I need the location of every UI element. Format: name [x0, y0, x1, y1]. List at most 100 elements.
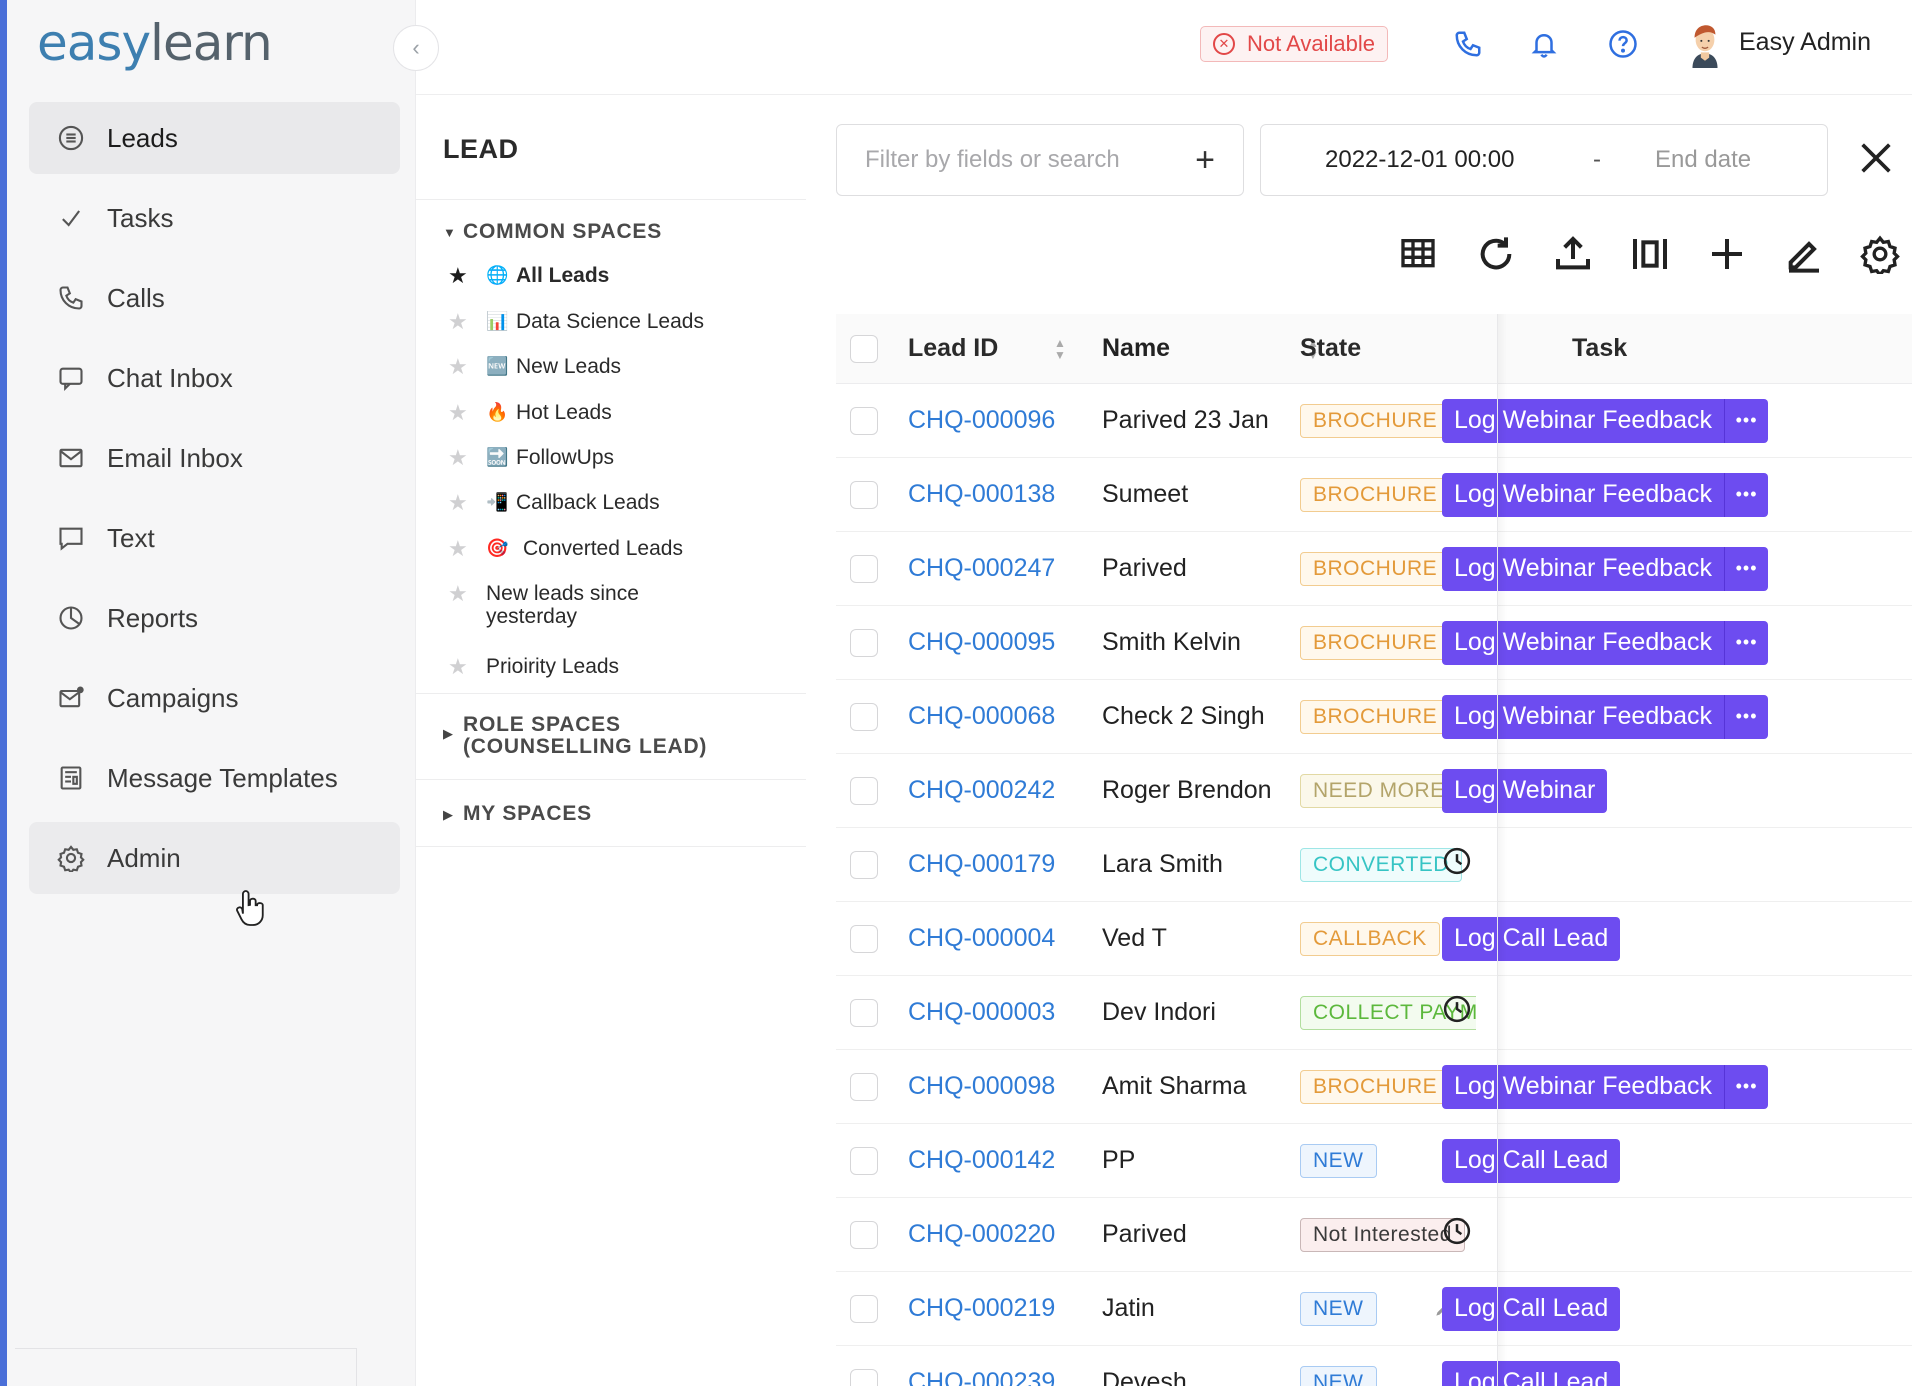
lead-id-link[interactable]: CHQ-000142	[908, 1146, 1056, 1174]
task-button[interactable]: Log Call Lead	[1442, 1360, 1621, 1386]
column-header-name[interactable]: Name	[1102, 334, 1171, 362]
task-button[interactable]: Log Webinar Feedback •••	[1442, 546, 1769, 591]
row-checkbox[interactable]	[850, 776, 878, 805]
row-checkbox[interactable]	[850, 1072, 878, 1101]
clock-icon[interactable]	[1442, 846, 1472, 876]
sidebar-item-tasks[interactable]: Tasks	[29, 182, 400, 254]
sidebar-item-email-inbox[interactable]: Email Inbox	[29, 422, 400, 494]
lead-id-link[interactable]: CHQ-000068	[908, 702, 1056, 730]
start-date[interactable]: 2022-12-01 00:00	[1325, 146, 1515, 173]
table-row[interactable]: CHQ-000179 Lara Smith CONVERTED	[836, 828, 1912, 902]
table-row[interactable]: CHQ-000239 Devesh NEW Log Call Lead	[836, 1346, 1912, 1386]
table-row[interactable]: CHQ-000220 Parived Not Interested	[836, 1198, 1912, 1272]
task-button[interactable]: Log Call Lead	[1442, 916, 1621, 961]
avatar[interactable]	[1684, 20, 1726, 68]
more-options-icon[interactable]: •••	[1724, 620, 1768, 665]
row-checkbox[interactable]	[850, 1368, 878, 1386]
task-button[interactable]: Log Webinar Feedback •••	[1442, 1064, 1769, 1109]
my-spaces-toggle[interactable]: ▶ MY SPACES	[443, 802, 592, 826]
add-icon[interactable]	[1707, 234, 1749, 276]
space-item-followups[interactable]: ★ 🔜 FollowUps	[448, 446, 614, 469]
lead-id-link[interactable]: CHQ-000239	[908, 1368, 1056, 1386]
role-spaces-toggle[interactable]: ▶ ROLE SPACES (COUNSELLING LEAD)	[443, 714, 707, 758]
space-item-all-leads[interactable]: ★ 🌐 All Leads	[448, 264, 609, 287]
clock-icon[interactable]	[1442, 994, 1472, 1024]
more-options-icon[interactable]: •••	[1724, 472, 1768, 517]
add-filter-icon[interactable]: +	[1195, 140, 1215, 179]
availability-status-button[interactable]: ✕ Not Available	[1200, 26, 1389, 62]
star-icon[interactable]: ★	[448, 490, 468, 515]
star-icon[interactable]: ★	[448, 354, 468, 379]
column-header-state[interactable]: State	[1300, 334, 1362, 362]
star-icon[interactable]: ★	[448, 400, 468, 425]
column-header-lead-id[interactable]: Lead ID	[908, 334, 999, 362]
settings-icon[interactable]	[1860, 234, 1902, 278]
row-checkbox[interactable]	[850, 998, 878, 1027]
end-date[interactable]: End date	[1655, 146, 1752, 173]
row-checkbox[interactable]	[850, 702, 878, 731]
sidebar-item-admin[interactable]: Admin	[29, 822, 400, 894]
row-checkbox[interactable]	[850, 1146, 878, 1175]
status-badge[interactable]: Not Interested	[1300, 1217, 1465, 1252]
star-icon[interactable]: ★	[448, 536, 468, 561]
lead-id-link[interactable]: CHQ-000003	[908, 998, 1056, 1026]
select-all-checkbox[interactable]	[850, 334, 878, 363]
sidebar-item-calls[interactable]: Calls	[29, 262, 400, 334]
lead-id-link[interactable]: CHQ-000138	[908, 480, 1056, 508]
status-badge[interactable]: NEW	[1300, 1365, 1377, 1386]
sidebar-item-campaigns[interactable]: Campaigns	[29, 662, 400, 734]
phone-icon[interactable]	[1450, 26, 1486, 62]
sidebar-item-reports[interactable]: Reports	[29, 582, 400, 654]
help-icon[interactable]	[1605, 26, 1641, 62]
star-icon[interactable]: ★	[448, 581, 468, 606]
star-icon[interactable]: ★	[448, 309, 468, 334]
clock-icon[interactable]	[1442, 1216, 1472, 1246]
row-checkbox[interactable]	[850, 628, 878, 657]
column-header-task[interactable]: Task	[1572, 334, 1628, 362]
space-item-hot-leads[interactable]: ★ 🔥 Hot Leads	[448, 401, 612, 424]
grid-icon[interactable]	[1398, 234, 1440, 276]
collapse-sidebar-button[interactable]: ‹	[393, 25, 439, 71]
lead-id-link[interactable]: CHQ-000004	[908, 924, 1056, 952]
date-range-picker[interactable]: 2022-12-01 00:00 - End date	[1260, 124, 1828, 196]
user-name[interactable]: Easy Admin	[1739, 28, 1872, 56]
lead-id-link[interactable]: CHQ-000096	[908, 406, 1056, 434]
task-button[interactable]: Log Webinar	[1442, 768, 1608, 813]
lead-id-link[interactable]: CHQ-000219	[908, 1294, 1056, 1322]
lead-id-link[interactable]: CHQ-000220	[908, 1220, 1056, 1248]
sidebar-item-leads[interactable]: Leads	[29, 102, 400, 174]
lead-id-link[interactable]: CHQ-000242	[908, 776, 1056, 804]
star-icon[interactable]: ★	[448, 263, 468, 288]
columns-icon[interactable]	[1630, 234, 1672, 276]
row-checkbox[interactable]	[850, 480, 878, 509]
status-badge[interactable]: NEW	[1300, 1291, 1377, 1326]
sort-icon[interactable]: ▲ ▼	[1307, 335, 1319, 362]
task-button[interactable]: Log Call Lead	[1442, 1286, 1621, 1331]
refresh-icon[interactable]	[1476, 234, 1518, 276]
lead-id-link[interactable]: CHQ-000095	[908, 628, 1056, 656]
task-button[interactable]: Log Webinar Feedback •••	[1442, 472, 1769, 517]
lead-id-link[interactable]: CHQ-000098	[908, 1072, 1056, 1100]
star-icon[interactable]: ★	[448, 654, 468, 679]
table-row[interactable]: CHQ-000219 Jatin NEW Log Call Lead	[836, 1272, 1912, 1346]
row-checkbox[interactable]	[850, 554, 878, 583]
common-spaces-toggle[interactable]: ▼ COMMON SPACES	[443, 220, 662, 244]
sidebar-item-text[interactable]: Text	[29, 502, 400, 574]
space-item-new-leads[interactable]: ★ 🆕 New Leads	[448, 355, 621, 378]
row-checkbox[interactable]	[850, 406, 878, 435]
star-icon[interactable]: ★	[448, 445, 468, 470]
table-row[interactable]: CHQ-000142 PP NEW Log Call Lead	[836, 1124, 1912, 1198]
lead-id-link[interactable]: CHQ-000247	[908, 554, 1056, 582]
table-row[interactable]: CHQ-000004 Ved T CALLBACK Log Call Lead	[836, 902, 1912, 976]
space-item-callback-leads[interactable]: ★ 📲 Callback Leads	[448, 491, 660, 514]
space-item-data-science-leads[interactable]: ★ 📊 Data Science Leads	[448, 310, 704, 333]
task-button[interactable]: Log Webinar Feedback •••	[1442, 694, 1769, 739]
row-checkbox[interactable]	[850, 850, 878, 879]
more-options-icon[interactable]: •••	[1724, 546, 1768, 591]
sidebar-item-chat-inbox[interactable]: Chat Inbox	[29, 342, 400, 414]
